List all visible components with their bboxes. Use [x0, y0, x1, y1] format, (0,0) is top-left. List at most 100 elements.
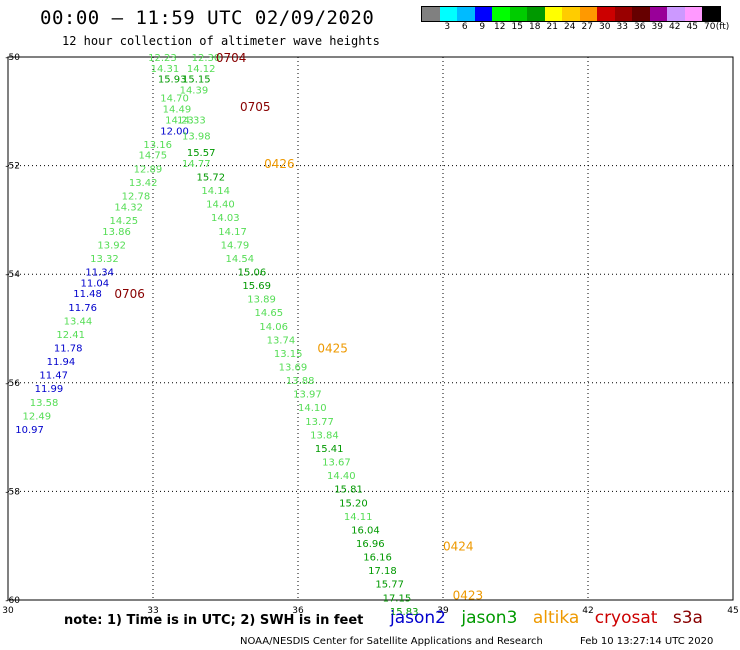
satellite-legend: jason2 jason3 altika cryosat s3a [390, 608, 713, 628]
lon-tick-label: 42 [582, 606, 593, 616]
wave-height-label: 13.88 [286, 376, 315, 387]
legend-label: 27 [581, 22, 593, 32]
track-time-label: 0424 [443, 540, 474, 554]
wave-height-label: 15.41 [315, 444, 344, 455]
track-time-label: 0426 [264, 157, 295, 171]
legend-label: 21 [546, 22, 558, 32]
wave-height-label: 13.42 [129, 178, 158, 189]
footer-note: note: 1) Time is in UTC; 2) SWH is in fe… [64, 613, 364, 628]
legend-unit: (ft) [715, 22, 730, 32]
wave-height-label: 13.89 [247, 295, 276, 306]
lat-tick-label: -50 [5, 53, 20, 63]
map-frame [7, 56, 734, 601]
legend-swatch [579, 7, 597, 21]
satellite-cryosat: cryosat [594, 608, 658, 628]
legend-swatch [422, 7, 440, 21]
wave-height-label: 10.97 [15, 425, 44, 436]
wave-height-label: 11.76 [68, 303, 97, 314]
track-time-label: 0425 [317, 342, 348, 356]
page-title: 00:00 – 11:59 UTC 02/09/2020 [40, 7, 375, 29]
lat-tick-label: -58 [5, 487, 20, 497]
wave-height-legend-labels: 3 6 9 12 15 18 21 24 27 30 33 36 39 42 45 70 (ft) [421, 22, 740, 34]
track-time-label: 0705 [240, 100, 271, 114]
legend-label: 15 [511, 22, 523, 32]
legend-swatch [649, 7, 667, 21]
wave-height-label: 14.49 [163, 105, 192, 116]
legend-swatch [439, 7, 457, 21]
wave-height-label: 11.48 [73, 289, 102, 300]
satellite-jason3: jason3 [461, 608, 518, 628]
wave-height-label: 14.75 [139, 151, 168, 162]
wave-height-label: 15.83 [390, 607, 419, 618]
wave-height-label: 14.33 [177, 115, 206, 126]
wave-height-label: 15.06 [238, 267, 267, 278]
wave-height-label: 11.34 [85, 267, 114, 278]
wave-height-label: 15.81 [334, 485, 363, 496]
track-time-label: 0704 [216, 51, 247, 65]
lat-tick-label: -56 [5, 379, 20, 389]
wave-height-label: 14.70 [160, 94, 189, 105]
track-time-label: 0706 [114, 287, 145, 301]
wave-height-label: 13.74 [267, 335, 296, 346]
legend-swatch [614, 7, 632, 21]
legend-swatch [509, 7, 527, 21]
wave-height-label: 12.30 [192, 53, 221, 64]
legend-label: 30 [599, 22, 611, 32]
wave-height-label: 13.98 [182, 132, 211, 143]
legend-label: 70 [704, 22, 716, 32]
wave-height-label: 14.12 [187, 64, 216, 75]
lon-tick-label: 45 [727, 606, 738, 616]
wave-height-label: 17.15 [383, 593, 412, 604]
satellite-altika: altika [532, 608, 580, 628]
lon-tick-label: 30 [2, 606, 14, 616]
wave-height-label: 14.65 [255, 308, 284, 319]
wave-height-label: 15.69 [242, 281, 271, 292]
wave-height-label: 14.10 [298, 403, 327, 414]
legend-label: 3 [444, 22, 451, 32]
wave-height-label: 13.32 [90, 254, 119, 265]
wave-height-label: 14.31 [151, 64, 180, 75]
wave-height-label: 15.93 [158, 75, 187, 86]
legend-swatch [527, 7, 545, 21]
wave-height-label: 17.18 [368, 566, 397, 577]
legend-label: 36 [634, 22, 646, 32]
wave-height-label: 13.97 [293, 390, 322, 401]
wave-height-label: 16.96 [356, 539, 385, 550]
legend-label: 33 [616, 22, 628, 32]
lon-tick-label: 33 [147, 606, 158, 616]
page-subtitle: 12 hour collection of altimeter wave hei… [62, 34, 380, 48]
wave-height-label: 13.77 [305, 417, 334, 428]
wave-height-label: 16.16 [363, 553, 392, 564]
wave-height-label: 14.14 [201, 186, 230, 197]
wave-height-label: 13.69 [279, 363, 308, 374]
lon-tick-label: 36 [292, 606, 304, 616]
timestamp-text: Feb 10 13:27:14 UTC 2020 [580, 636, 714, 647]
wave-height-label: 14.06 [259, 322, 288, 333]
legend-label: 12 [494, 22, 506, 32]
legend-label: 39 [651, 22, 663, 32]
wave-height-label: 14.03 [211, 213, 240, 224]
wave-height-label: 14.17 [218, 227, 247, 238]
wave-height-label: 13.92 [97, 240, 126, 251]
wave-height-label: 14.54 [226, 254, 255, 265]
legend-swatch [457, 7, 475, 21]
legend-swatch [684, 7, 702, 21]
wave-height-color-legend [421, 6, 721, 22]
satellite-s3a: s3a [672, 608, 703, 628]
wave-height-label: 13.86 [102, 227, 131, 238]
wave-height-label: 12.89 [134, 164, 163, 175]
wave-height-label: 13.67 [322, 458, 351, 469]
wave-height-label: 13.58 [30, 398, 59, 409]
legend-swatch [474, 7, 492, 21]
wave-height-label: 12.41 [56, 330, 85, 341]
wave-height-label: 11.94 [47, 357, 76, 368]
wave-height-label: 15.77 [375, 580, 404, 591]
legend-swatch [544, 7, 562, 21]
wave-height-label: 14.32 [114, 202, 143, 213]
wave-height-label: 12.00 [160, 126, 189, 137]
wave-height-label: 11.78 [54, 344, 83, 355]
wave-height-label: 11.47 [39, 371, 68, 382]
legend-swatch [702, 7, 720, 21]
wave-height-label: 13.16 [143, 140, 172, 151]
